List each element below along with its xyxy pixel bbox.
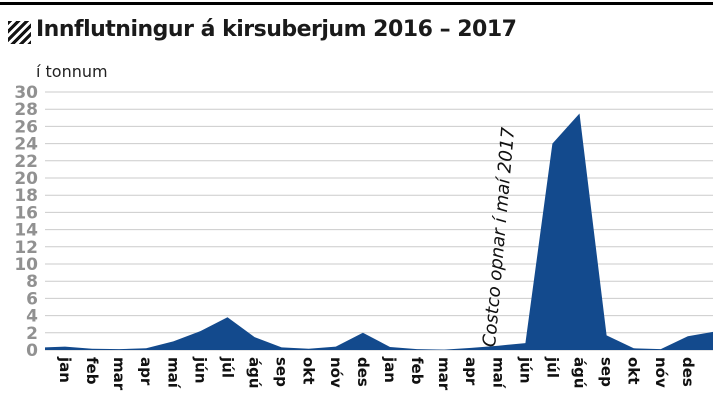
y-tick-label: 2 xyxy=(26,324,38,344)
x-tick-label: apr xyxy=(462,357,480,386)
y-tick-label: 26 xyxy=(14,117,38,137)
x-tick-label: ágú xyxy=(246,357,264,389)
y-tick-label: 4 xyxy=(26,307,38,327)
y-tick-label: 30 xyxy=(14,83,38,103)
x-tick-label: apr xyxy=(137,357,155,386)
x-tick-label: des xyxy=(354,357,372,387)
x-tick-label: jún xyxy=(516,356,534,384)
unit-label: í tonnum xyxy=(36,62,108,81)
y-tick-label: 6 xyxy=(26,289,38,309)
x-tick-label: ágú xyxy=(571,357,589,389)
x-tick-label: maí xyxy=(164,357,182,389)
y-tick-label: 14 xyxy=(14,221,38,241)
y-tick-label: 20 xyxy=(14,169,38,189)
y-tick-label: 22 xyxy=(14,152,38,172)
x-tick-label: okt xyxy=(300,357,318,384)
x-tick-label: mar xyxy=(110,357,128,391)
top-rule xyxy=(0,2,713,5)
x-tick-label: jan xyxy=(381,356,399,383)
chart-title: Innflutningur á kirsuberjum 2016 – 2017 xyxy=(36,17,517,42)
x-tick-label: feb xyxy=(408,357,426,385)
hatch-stripes-icon xyxy=(8,21,31,44)
y-tick-label: 28 xyxy=(14,100,38,120)
y-tick-label: 18 xyxy=(14,186,38,206)
x-tick-label: sep xyxy=(273,357,291,387)
x-tick-label: nóv xyxy=(652,357,670,388)
x-tick-label: des xyxy=(679,357,697,387)
y-tick-label: 10 xyxy=(14,255,38,275)
y-tick-label: 0 xyxy=(26,341,38,361)
y-tick-label: 16 xyxy=(14,203,38,223)
x-tick-label: jún xyxy=(191,356,209,384)
x-tick-label: nóv xyxy=(327,357,345,388)
x-tick-label: júl xyxy=(543,356,561,378)
y-tick-label: 8 xyxy=(26,272,38,292)
y-tick-label: 24 xyxy=(14,135,38,155)
x-tick-label: okt xyxy=(625,357,643,384)
x-tick-label: jan xyxy=(56,356,74,383)
x-tick-label: feb xyxy=(83,357,101,385)
x-tick-label: mar xyxy=(435,357,453,391)
x-tick-label: maí xyxy=(489,357,507,389)
x-tick-label: júl xyxy=(219,356,237,378)
area-series xyxy=(45,113,713,350)
y-tick-label: 12 xyxy=(14,238,38,258)
x-tick-label: sep xyxy=(598,357,616,387)
